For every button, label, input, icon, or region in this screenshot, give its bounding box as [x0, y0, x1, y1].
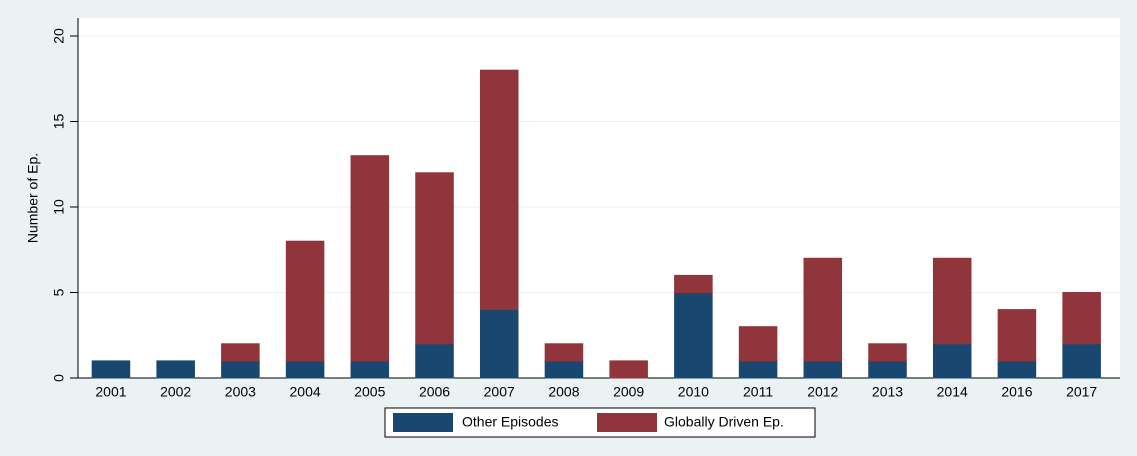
bar-segment: [91, 360, 131, 379]
bar-segment: [544, 343, 584, 362]
x-tick-label: 2014: [937, 384, 968, 400]
bar-segment: [997, 360, 1037, 379]
x-tick-label: 2007: [484, 384, 515, 400]
bar-segment: [997, 309, 1037, 362]
bar-segment: [221, 343, 260, 362]
bar-segment: [350, 155, 390, 362]
bar-segment: [221, 360, 260, 379]
bar-segment: [479, 69, 519, 311]
x-tick-label: 2017: [1066, 384, 1097, 400]
bar-segment: [285, 360, 325, 379]
legend-label: Globally Driven Ep.: [664, 414, 784, 430]
bar-segment: [479, 309, 519, 379]
bar-segment: [932, 343, 972, 379]
y-tick-label: 10: [51, 199, 67, 215]
bar-segment: [738, 360, 778, 379]
x-tick-label: 2005: [354, 384, 385, 400]
bar-segment: [674, 274, 713, 293]
bar-segment: [544, 360, 584, 379]
x-tick-label: 2012: [807, 384, 838, 400]
bar-segment: [803, 257, 843, 362]
x-tick-label: 2011: [743, 384, 773, 400]
bar-segment: [285, 240, 325, 362]
bar-segment: [415, 343, 454, 379]
x-tick-label: 2016: [1001, 384, 1032, 400]
bar-segment: [156, 360, 195, 379]
bar-segment: [932, 257, 972, 345]
x-tick-label: 2009: [613, 384, 644, 400]
x-tick-label: 2003: [225, 384, 256, 400]
x-tick-label: 2006: [419, 384, 450, 400]
y-tick-label: 15: [51, 114, 67, 130]
bar-segment: [738, 326, 778, 362]
x-tick-label: 2004: [290, 384, 321, 400]
bar-segment: [868, 343, 907, 362]
bar-segment: [415, 172, 454, 345]
y-tick-label: 20: [51, 28, 67, 44]
y-tick-label: 0: [51, 374, 67, 382]
legend-swatch: [597, 413, 657, 432]
x-tick-label: 2008: [548, 384, 579, 400]
bar-segment: [674, 292, 713, 379]
x-tick-label: 2001: [95, 384, 126, 400]
bar-segment: [1062, 292, 1101, 345]
y-axis-label: Number of Ep.: [25, 153, 41, 243]
bar-segment: [803, 360, 843, 379]
bar-segment: [868, 360, 907, 379]
y-tick-label: 5: [51, 288, 67, 296]
legend-swatch: [393, 413, 453, 432]
bar-segment: [609, 360, 648, 379]
x-tick-label: 2010: [678, 384, 709, 400]
legend-label: Other Episodes: [462, 414, 559, 430]
x-tick-label: 2002: [160, 384, 191, 400]
bar-segment: [350, 360, 390, 379]
bar-segment: [1062, 343, 1101, 379]
x-tick-label: 2013: [872, 384, 903, 400]
